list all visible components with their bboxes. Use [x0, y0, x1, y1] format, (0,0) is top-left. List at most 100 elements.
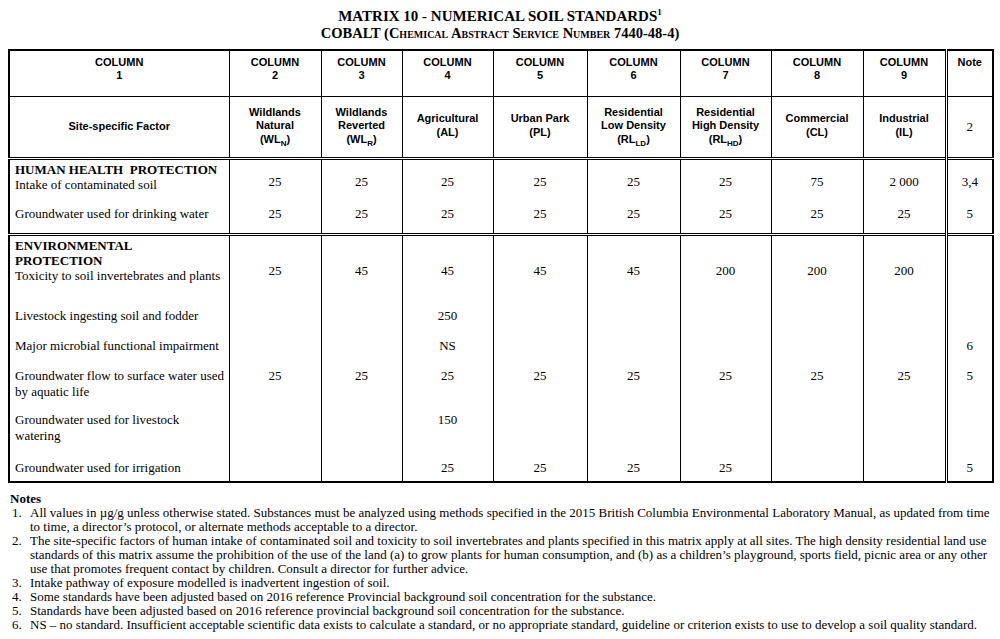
table-row: ENVIRONMENTAL PROTECTIONToxicity to soil… [9, 234, 993, 304]
value-cell: 45 [321, 234, 402, 304]
land-use-abbr: (AL) [403, 126, 493, 142]
value-cell [493, 408, 587, 456]
value-cell: 25 [587, 456, 680, 482]
value-cell [229, 456, 321, 482]
title-footnote-superscript: 1 [657, 7, 662, 17]
value-cell [771, 456, 863, 482]
soil-standards-table: COLUMN1 COLUMN2 COLUMN3 COLUMN4 COLUMN5 … [8, 49, 994, 484]
column-header-cell: COLUMN7 [680, 50, 771, 97]
note-text: Standards have been adjusted based on 20… [30, 604, 990, 618]
table-row: Major microbial functional impairment NS… [9, 334, 993, 364]
land-use-header-cell: Wildlands Reverted(WLR) [321, 96, 402, 158]
land-use-name: Residential Low Density [588, 106, 680, 132]
value-cell [229, 334, 321, 364]
note-header-cell: Note [946, 50, 993, 97]
factor-cell: Groundwater used for drinking water [9, 202, 229, 234]
notes-section: Notes 1.All values in µg/g unless otherw… [10, 492, 990, 631]
value-cell [863, 334, 946, 364]
value-cell: 25 [402, 202, 493, 234]
land-use-name: Wildlands Reverted [322, 106, 402, 132]
value-cell [229, 304, 321, 334]
note-cell: 5 [946, 202, 993, 234]
value-cell [587, 304, 680, 334]
note-cell [946, 408, 993, 456]
land-use-name: Agricultural [403, 112, 493, 125]
note-item: 2.The site-specific factors of human int… [10, 534, 990, 576]
factor-header-cell: Site-specific Factor [9, 96, 229, 158]
value-cell: 2 000 [863, 158, 946, 202]
table-row: Groundwater used for livestock watering … [9, 408, 993, 456]
land-use-header-cell: Wildlands Natural(WLN) [229, 96, 321, 158]
factor-cell: Groundwater used for irrigation [9, 456, 229, 482]
note-number: 5. [10, 604, 30, 618]
value-cell: 25 [321, 158, 402, 202]
value-cell: 25 [493, 456, 587, 482]
note-text: All values in µg/g unless otherwise stat… [30, 506, 990, 534]
value-cell [863, 304, 946, 334]
land-use-name: Commercial [772, 112, 863, 125]
page-title: MATRIX 10 - NUMERICAL SOIL STANDARDS1 [0, 7, 1000, 25]
note-cell: 3,4 [946, 158, 993, 202]
value-cell: 25 [229, 202, 321, 234]
column-header-cell: COLUMN9 [863, 50, 946, 97]
value-cell: 25 [771, 364, 863, 408]
value-cell [771, 334, 863, 364]
value-cell [587, 408, 680, 456]
value-cell [771, 304, 863, 334]
value-cell: 25 [493, 158, 587, 202]
land-use-abbr: (PL) [494, 126, 587, 142]
factor-label: Intake of contaminated soil [15, 177, 157, 192]
land-use-header-cell: Urban Park(PL) [493, 96, 587, 158]
note-text: Intake pathway of exposure modelled is i… [30, 576, 990, 590]
table-row: HUMAN HEALTH PROTECTIONIntake of contami… [9, 158, 993, 202]
note-item: 1.All values in µg/g unless otherwise st… [10, 506, 990, 534]
value-cell: 250 [402, 304, 493, 334]
column-header-cell: COLUMN1 [9, 50, 229, 97]
note-cell [946, 234, 993, 304]
table-row: Groundwater flow to surface water used b… [9, 364, 993, 408]
land-use-abbr: (RLLD) [588, 133, 680, 149]
note-cell [946, 304, 993, 334]
value-cell: 25 [321, 202, 402, 234]
value-cell [680, 408, 771, 456]
value-cell [863, 456, 946, 482]
column-header-cell: COLUMN2 [229, 50, 321, 97]
value-cell: 25 [229, 364, 321, 408]
value-cell [863, 408, 946, 456]
note-text: The site-specific factors of human intak… [30, 534, 990, 576]
land-use-header-cell: Commercial(CL) [771, 96, 863, 158]
factor-cell: Livestock ingesting soil and fodder [9, 304, 229, 334]
value-cell [229, 408, 321, 456]
column-header-cell: COLUMN8 [771, 50, 863, 97]
note-item: 3.Intake pathway of exposure modelled is… [10, 576, 990, 590]
value-cell: 25 [229, 234, 321, 304]
land-use-header-cell: Agricultural(AL) [402, 96, 493, 158]
land-use-abbr: (WLR) [322, 133, 402, 149]
value-cell [321, 408, 402, 456]
table-row: Groundwater used for irrigation 25 25 25… [9, 456, 993, 482]
note-number: 4. [10, 590, 30, 604]
section-heading: HUMAN HEALTH PROTECTION [15, 162, 226, 177]
value-cell: 45 [587, 234, 680, 304]
value-cell [493, 304, 587, 334]
table-row: Livestock ingesting soil and fodder 250 [9, 304, 993, 334]
notes-heading: Notes [10, 492, 990, 506]
factor-cell: ENVIRONMENTAL PROTECTIONToxicity to soil… [9, 234, 229, 304]
table-row: Groundwater used for drinking water 25 2… [9, 202, 993, 234]
value-cell [321, 456, 402, 482]
factor-cell: Major microbial functional impairment [9, 334, 229, 364]
column-header-cell: COLUMN3 [321, 50, 402, 97]
factor-cell: Groundwater flow to surface water used b… [9, 364, 229, 408]
value-cell [680, 334, 771, 364]
land-use-abbr: (CL) [772, 126, 863, 142]
land-use-abbr: (RLHD) [681, 133, 771, 149]
value-cell [493, 334, 587, 364]
value-cell: 45 [493, 234, 587, 304]
value-cell: 25 [771, 202, 863, 234]
value-cell: 25 [587, 364, 680, 408]
value-cell [680, 304, 771, 334]
value-cell: 200 [771, 234, 863, 304]
note-number: 3. [10, 576, 30, 590]
note-number: 2. [10, 534, 30, 576]
land-use-header-cell: Residential High Density(RLHD) [680, 96, 771, 158]
